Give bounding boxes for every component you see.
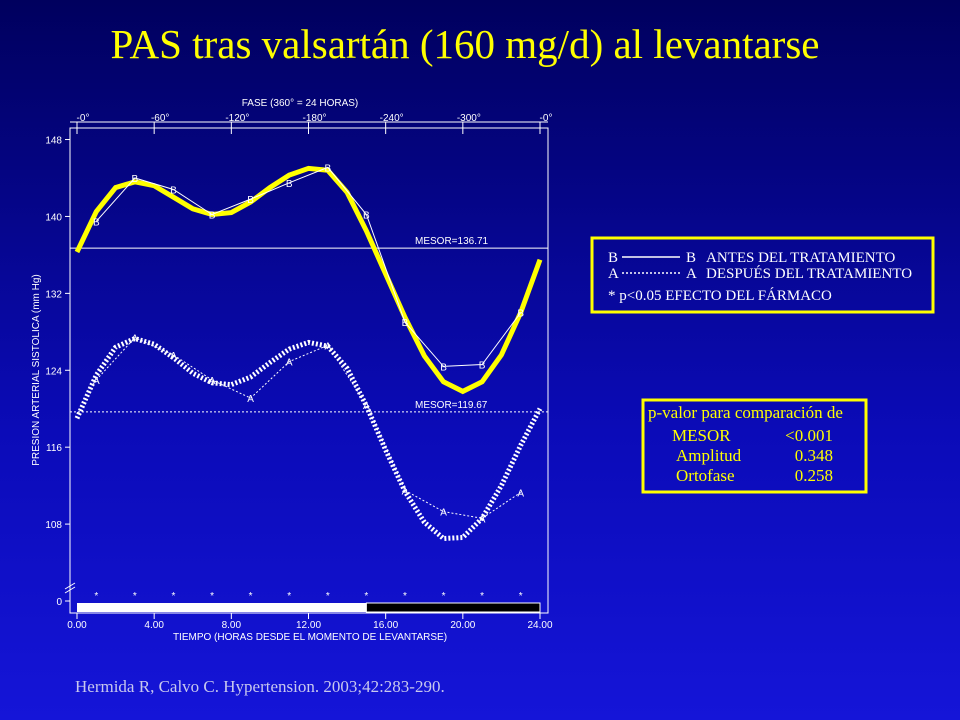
- top-tick-label: -180°: [302, 113, 326, 124]
- significance-marker: *: [133, 591, 137, 602]
- legend-marker: B: [608, 250, 618, 266]
- y-tick-label: 140: [45, 212, 62, 223]
- data-line: [95, 336, 521, 519]
- mesor-label: MESOR=119.67: [415, 400, 488, 411]
- stats-value: 0.258: [795, 466, 833, 485]
- axis-break: [64, 582, 76, 590]
- x-axis-label: TIEMPO (HORAS DESDE EL MOMENTO DE LEVANT…: [173, 632, 447, 643]
- data-point: A: [93, 376, 100, 387]
- data-point: A: [517, 488, 524, 499]
- sleep-bar: [365, 602, 541, 613]
- legend-box: [590, 236, 935, 314]
- stats-name: Ortofase: [676, 466, 735, 485]
- data-point: B: [170, 186, 177, 197]
- data-point: B: [247, 195, 254, 206]
- legend-marker: B: [686, 250, 696, 266]
- top-axis-label: FASE (360° = 24 HORAS): [242, 98, 359, 109]
- wake-bar: [77, 603, 367, 612]
- y-tick-label: 148: [45, 136, 62, 147]
- title: PAS tras valsartán (160 mg/d) al levanta…: [111, 21, 820, 67]
- data-point: A: [479, 514, 486, 525]
- data-point: A: [402, 486, 409, 497]
- stats-name: Amplitud: [676, 446, 742, 465]
- legend-note: * p<0.05 EFECTO DEL FÁRMACO: [608, 287, 832, 304]
- y-axis-label: PRESION ARTERIAL SISTOLICA (mm Hg): [31, 274, 42, 466]
- data-point: B: [363, 211, 370, 222]
- data-point: B: [440, 362, 447, 373]
- legend-marker: A: [686, 266, 697, 282]
- data-point: A: [440, 508, 447, 519]
- data-point: B: [286, 179, 293, 190]
- data-point: B: [324, 163, 331, 174]
- stats-title: p-valor para comparación de: [648, 403, 843, 422]
- top-tick-label: -0°: [77, 113, 90, 124]
- y-tick-label: 124: [45, 366, 62, 377]
- y-tick-label: 132: [45, 289, 62, 300]
- data-point: A: [247, 394, 254, 405]
- significance-marker: *: [364, 591, 368, 602]
- data-line: [95, 166, 522, 367]
- data-point: A: [132, 334, 139, 345]
- data-point: B: [132, 174, 139, 185]
- y-tick-label: 0: [56, 597, 62, 608]
- significance-marker: *: [442, 591, 446, 602]
- data-point: A: [286, 358, 293, 369]
- data-point: B: [402, 318, 409, 329]
- axis-break: [64, 586, 76, 594]
- y-tick-label: 108: [45, 520, 62, 531]
- significance-marker: *: [210, 591, 214, 602]
- x-tick-label: 0.00: [67, 620, 87, 631]
- top-tick-label: -60°: [151, 113, 169, 124]
- stats-value: 0.348: [795, 446, 833, 465]
- stats-value: <0.001: [785, 426, 833, 445]
- x-tick-label: 4.00: [144, 620, 164, 631]
- significance-marker: *: [94, 591, 98, 602]
- stats-name: MESOR: [672, 426, 731, 445]
- data-point: A: [209, 376, 216, 387]
- fit-curve: [74, 165, 543, 395]
- top-tick-label: -120°: [225, 113, 249, 124]
- legend-label: DESPUÉS DEL TRATAMIENTO: [706, 265, 912, 282]
- x-tick-label: 12.00: [296, 620, 321, 631]
- data-point: B: [209, 211, 216, 222]
- y-tick-label: 116: [46, 443, 62, 454]
- fit-curve: [74, 335, 543, 542]
- x-tick-label: 16.00: [373, 620, 398, 631]
- significance-marker: *: [249, 591, 253, 602]
- top-tick-label: -240°: [380, 113, 404, 124]
- data-point: A: [324, 341, 331, 352]
- mesor-label: MESOR=136.71: [415, 236, 489, 247]
- data-point: B: [93, 217, 100, 228]
- plot-frame: [69, 127, 549, 614]
- data-point: A: [363, 401, 370, 412]
- legend-marker: A: [608, 266, 619, 282]
- data-point: B: [479, 361, 486, 372]
- citation: Hermida R, Calvo C. Hypertension. 2003;4…: [75, 677, 445, 696]
- significance-marker: *: [326, 591, 330, 602]
- top-tick-label: -0°: [540, 113, 553, 124]
- significance-marker: *: [480, 591, 484, 602]
- legend-label: ANTES DEL TRATAMIENTO: [706, 250, 896, 266]
- significance-marker: *: [287, 591, 291, 602]
- significance-marker: *: [519, 591, 523, 602]
- data-point: B: [517, 309, 524, 320]
- data-point: A: [170, 351, 177, 362]
- x-tick-label: 8.00: [222, 620, 242, 631]
- x-tick-label: 24.00: [527, 620, 552, 631]
- top-tick-label: -300°: [457, 113, 481, 124]
- x-tick-label: 20.00: [450, 620, 475, 631]
- significance-marker: *: [172, 591, 176, 602]
- stats-box: [641, 398, 868, 494]
- significance-marker: *: [403, 591, 407, 602]
